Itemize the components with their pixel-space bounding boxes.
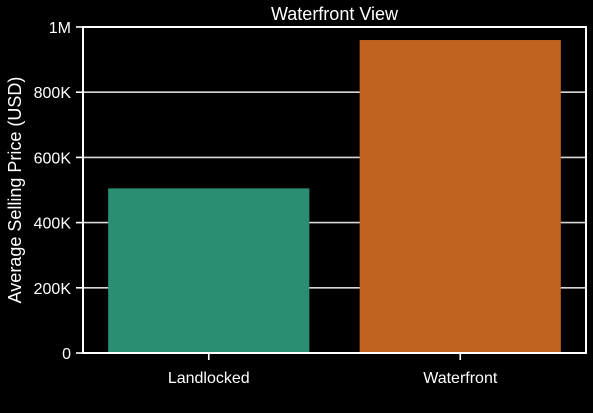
y-axis-ticks: 0 200K 400K 600K 800K 1M (34, 20, 83, 363)
y-tick-label: 800K (34, 85, 72, 102)
y-tick-label: 0 (62, 346, 71, 363)
y-tick-label: 600K (34, 150, 72, 167)
x-tick-label: Landlocked (168, 370, 250, 387)
y-tick-label: 200K (34, 281, 72, 298)
plot-frame (82, 26, 587, 354)
bar-waterfront (359, 40, 561, 353)
chart-title: Waterfront View (271, 4, 399, 24)
x-axis-ticks: Landlocked Waterfront (168, 353, 498, 387)
y-axis-label: Average Selling Price (USD) (5, 77, 25, 304)
bars (108, 40, 561, 353)
y-tick-label: 400K (34, 216, 72, 233)
x-tick-label: Waterfront (423, 370, 498, 387)
y-tick-label: 1M (49, 20, 71, 37)
bar-landlocked (108, 188, 310, 353)
